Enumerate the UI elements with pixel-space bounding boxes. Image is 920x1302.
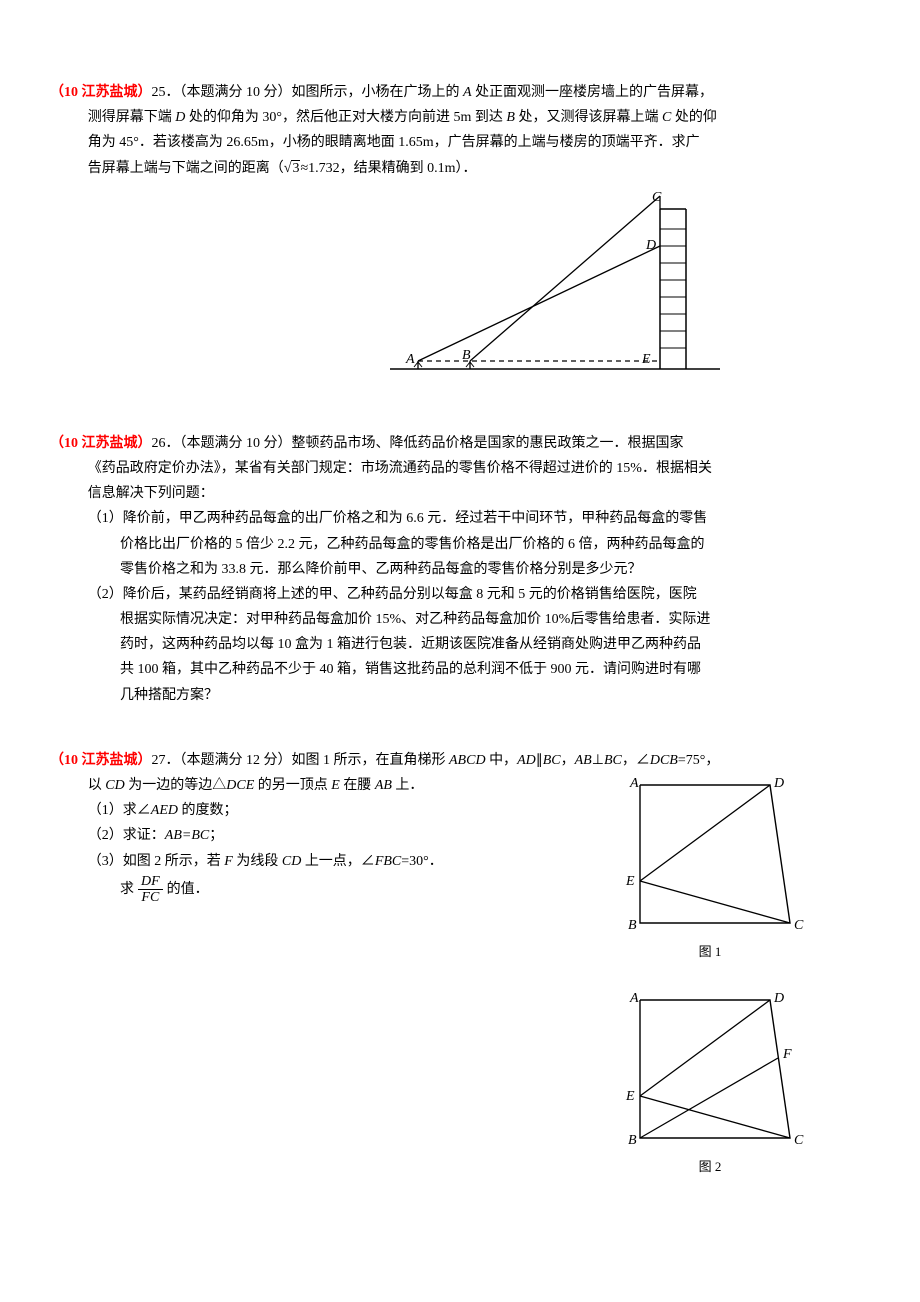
svg-text:F: F (782, 1047, 792, 1062)
svg-text:E: E (625, 874, 635, 889)
svg-text:A: A (405, 352, 415, 367)
p26-line1: （10 江苏盐城）26．（本题满分 10 分）整顿药品市场、降低药品价格是国家的… (50, 431, 870, 456)
p25-line3: 角为 45°．若该楼高为 26.65m，小杨的眼睛离地面 1.65m，广告屏幕的… (50, 130, 870, 155)
svg-text:D: D (773, 991, 784, 1006)
p25-num: 25． (152, 85, 180, 100)
svg-text:A: A (629, 991, 639, 1006)
fig1-caption: 图 1 (610, 940, 810, 963)
p27-fig1-svg: A D B C E (610, 773, 810, 938)
p25-line2: 测得屏幕下端 D 处的仰角为 30°，然后他正对大楼方向前进 5m 到达 B 处… (50, 105, 870, 130)
problem-26: （10 江苏盐城）26．（本题满分 10 分）整顿药品市场、降低药品价格是国家的… (50, 431, 870, 708)
p25-text: （10 江苏盐城）25．（本题满分 10 分）如图所示，小杨在广场上的 A 处正… (50, 80, 870, 105)
p27-line1: （10 江苏盐城）27．（本题满分 12 分）如图 1 所示，在直角梯形 ABC… (50, 748, 870, 773)
svg-text:D: D (773, 776, 784, 791)
fraction-df-fc: DF FC (138, 874, 163, 906)
svg-text:C: C (794, 918, 804, 933)
p27-q3: （3）如图 2 所示，若 F 为线段 CD 上一点，∠FBC=30°． (50, 849, 610, 874)
svg-text:E: E (641, 352, 651, 367)
p26-tag: （10 江苏盐城） (50, 436, 152, 451)
p25-tag: （10 江苏盐城） (50, 85, 152, 100)
p27-q3e: 求 DF FC 的值． (50, 874, 610, 906)
svg-text:A: A (629, 776, 639, 791)
p25-line4: 告屏幕上端与下端之间的距离（√3≈1.732，结果精确到 0.1m）． (50, 156, 870, 181)
svg-text:B: B (462, 348, 471, 363)
problem-27: （10 江苏盐城）27．（本题满分 12 分）如图 1 所示，在直角梯形 ABC… (50, 748, 870, 1179)
p25-svg: A B E C D (390, 191, 720, 391)
fig2-caption: 图 2 (610, 1155, 810, 1178)
svg-text:E: E (625, 1089, 635, 1104)
svg-text:C: C (794, 1133, 804, 1148)
p27-line2: 以 CD 为一边的等边△DCE 的另一顶点 E 在腰 AB 上． (50, 773, 610, 798)
p27-left: 以 CD 为一边的等边△DCE 的另一顶点 E 在腰 AB 上． （1）求∠AE… (50, 773, 610, 906)
svg-text:B: B (628, 1133, 637, 1148)
p27-figures: A D B C E 图 1 A D B C E F 图 2 (610, 773, 870, 1179)
svg-text:D: D (645, 238, 656, 253)
p27-fig2-svg: A D B C E F (610, 988, 810, 1153)
p27-q1: （1）求∠AED 的度数； (50, 798, 610, 823)
p26-q2: （2）降价后，某药品经销商将上述的甲、乙种药品分别以每盒 8 元和 5 元的价格… (50, 582, 870, 607)
p26-line3: 信息解决下列问题： (50, 481, 870, 506)
p27-tag: （10 江苏盐城） (50, 753, 152, 768)
svg-text:B: B (628, 918, 637, 933)
p27-q2: （2）求证：AB=BC； (50, 823, 610, 848)
p25-figure: A B E C D (390, 191, 870, 391)
svg-text:C: C (652, 191, 662, 205)
p25-marks: （本题满分 10 分） (180, 85, 292, 100)
p26-q1: （1）降价前，甲乙两种药品每盒的出厂价格之和为 6.6 元．经过若干中间环节，甲… (50, 506, 870, 531)
problem-25: （10 江苏盐城）25．（本题满分 10 分）如图所示，小杨在广场上的 A 处正… (50, 80, 870, 391)
p26-line2: 《药品政府定价办法》，某省有关部门规定：市场流通药品的零售价格不得超过进价的 1… (50, 456, 870, 481)
